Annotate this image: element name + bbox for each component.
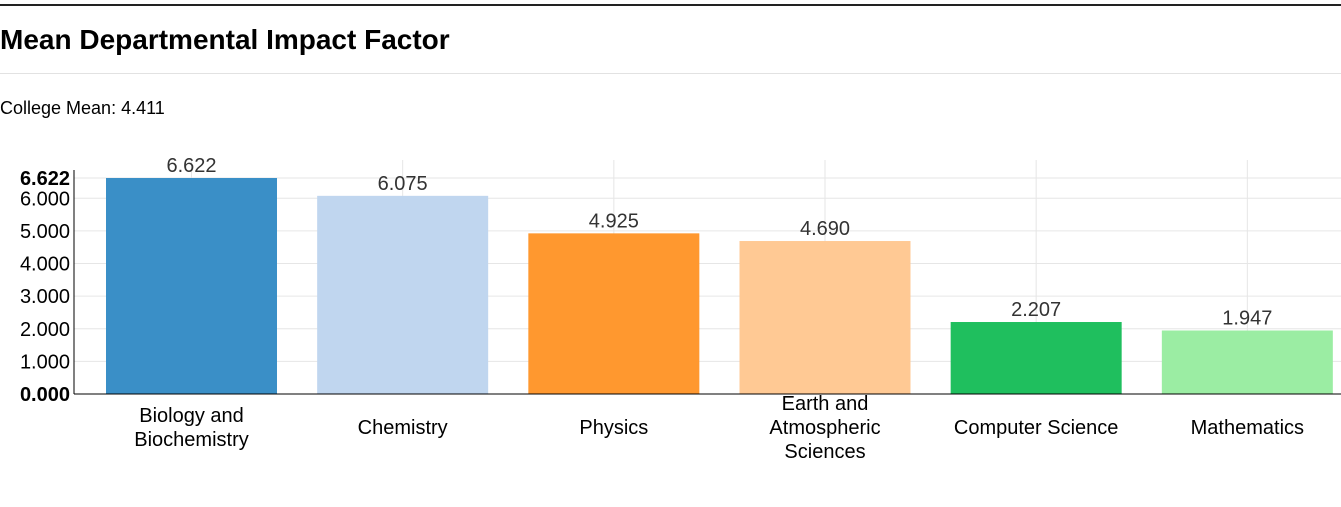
- bars: [106, 178, 1333, 394]
- bar: [950, 322, 1122, 394]
- x-category-label: Mathematics: [1191, 417, 1304, 439]
- bar-value-label: 6.075: [378, 173, 428, 195]
- bar-value-label: 2.207: [1011, 299, 1061, 321]
- bar: [106, 178, 277, 394]
- x-category-label-line: Biochemistry: [134, 429, 248, 451]
- bar-value-label: 6.622: [166, 155, 216, 177]
- bar: [739, 241, 911, 394]
- x-category-label: Earth and Atmospheric Sciences: [769, 393, 880, 463]
- x-category-label-line: Physics: [579, 417, 648, 439]
- bar: [528, 233, 700, 394]
- x-category-label-line: Earth and: [782, 393, 869, 415]
- top-rule: [0, 4, 1341, 6]
- bar-value-labels: 6.622 6.075 4.925 4.690 2.207 1.947: [166, 155, 1272, 329]
- bar: [1161, 330, 1333, 394]
- y-tick-label: 0.000: [20, 384, 70, 406]
- x-category-label-line: Biology and: [139, 405, 244, 427]
- y-tick-label: 2.000: [20, 319, 70, 341]
- x-category-label-line: Sciences: [784, 441, 865, 463]
- x-category-label: Biology and Biochemistry: [134, 405, 248, 451]
- x-category-label: Physics: [579, 417, 648, 439]
- bar-value-label: 4.925: [589, 210, 639, 232]
- x-category-label: Chemistry: [358, 417, 448, 439]
- x-category-label-line: Mathematics: [1191, 417, 1304, 439]
- college-mean-label: College Mean: 4.411: [0, 98, 165, 118]
- chart-title: Mean Departmental Impact Factor: [0, 24, 450, 55]
- y-tick-label: 1.000: [20, 351, 70, 373]
- x-category-label-line: Computer Science: [954, 417, 1119, 439]
- y-tick-label: 6.000: [20, 188, 70, 210]
- bar-value-label: 4.690: [800, 218, 850, 240]
- x-category-label: Computer Science: [954, 417, 1119, 439]
- title-divider: [0, 73, 1341, 74]
- y-tick-label: 4.000: [20, 254, 70, 276]
- y-tick-label: 5.000: [20, 221, 70, 243]
- bar: [317, 195, 489, 394]
- x-axis-category-labels: Biology and Biochemistry Chemistry Physics E…: [134, 393, 1304, 463]
- x-category-label-line: Chemistry: [358, 417, 448, 439]
- y-tick-label: 3.000: [20, 286, 70, 308]
- bar-value-label: 1.947: [1222, 307, 1272, 329]
- y-tick-label: 6.622: [20, 168, 70, 190]
- x-category-label-line: Atmospheric: [769, 417, 880, 439]
